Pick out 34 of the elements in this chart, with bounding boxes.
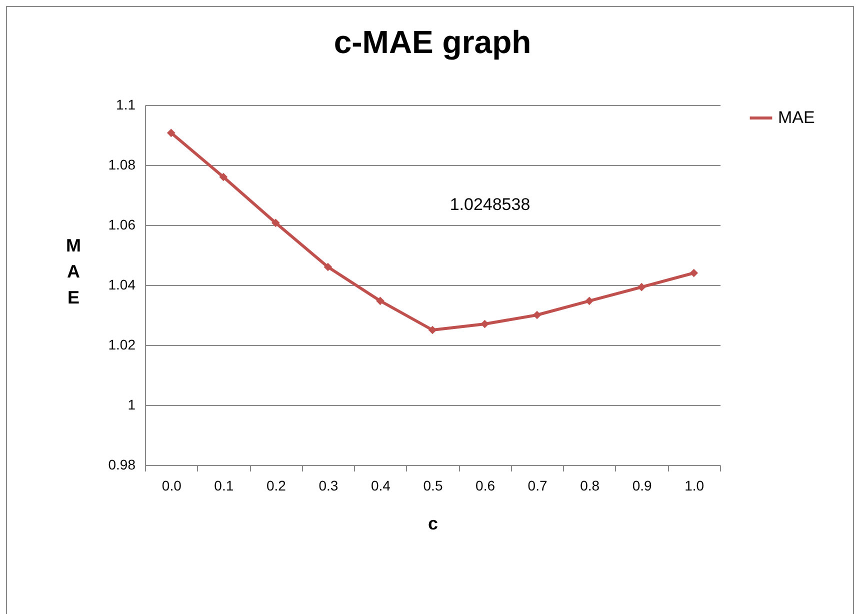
- x-tick-label: 0.6: [476, 478, 496, 494]
- legend-label: MAE: [778, 108, 815, 127]
- point: [272, 218, 280, 228]
- x-tick-label: 1.0: [684, 478, 704, 494]
- annotation: 1.0248538: [450, 195, 530, 214]
- y-axis-title: MAE: [66, 236, 81, 308]
- x-tick-label: 0.2: [266, 478, 286, 494]
- x-axis-title: c: [428, 514, 438, 534]
- y-tick-label: 1.02: [108, 336, 136, 352]
- point: [219, 172, 228, 182]
- x-tick-label: 0.8: [580, 478, 600, 494]
- point: [376, 296, 384, 306]
- y-tick-label: 1.06: [108, 216, 136, 232]
- y-tick-label: 1: [128, 396, 136, 412]
- x-tick-label: 0.4: [370, 478, 391, 494]
- x-tick-label: 0.3: [318, 478, 338, 494]
- point: [324, 262, 332, 272]
- x-tick-label: 0.9: [632, 478, 652, 494]
- chart-title: c-MAE graph: [334, 24, 532, 60]
- point: [690, 268, 698, 278]
- point: [428, 326, 437, 334]
- point: [480, 320, 489, 328]
- y-tick-label: 1.1: [116, 96, 136, 112]
- y-tick-label: 1.08: [108, 156, 136, 172]
- y-tick-label: 1.04: [108, 276, 136, 292]
- point: [532, 310, 542, 320]
- point: [166, 128, 176, 138]
- x-tick-label: 0.1: [214, 478, 234, 494]
- point: [585, 296, 594, 306]
- x-tick-label: 0.5: [423, 478, 443, 494]
- y-tick-label: 0.98: [108, 456, 136, 472]
- x-tick-label: 0.7: [528, 478, 548, 494]
- x-tick-label: 0.0: [162, 478, 182, 494]
- point: [637, 282, 646, 292]
